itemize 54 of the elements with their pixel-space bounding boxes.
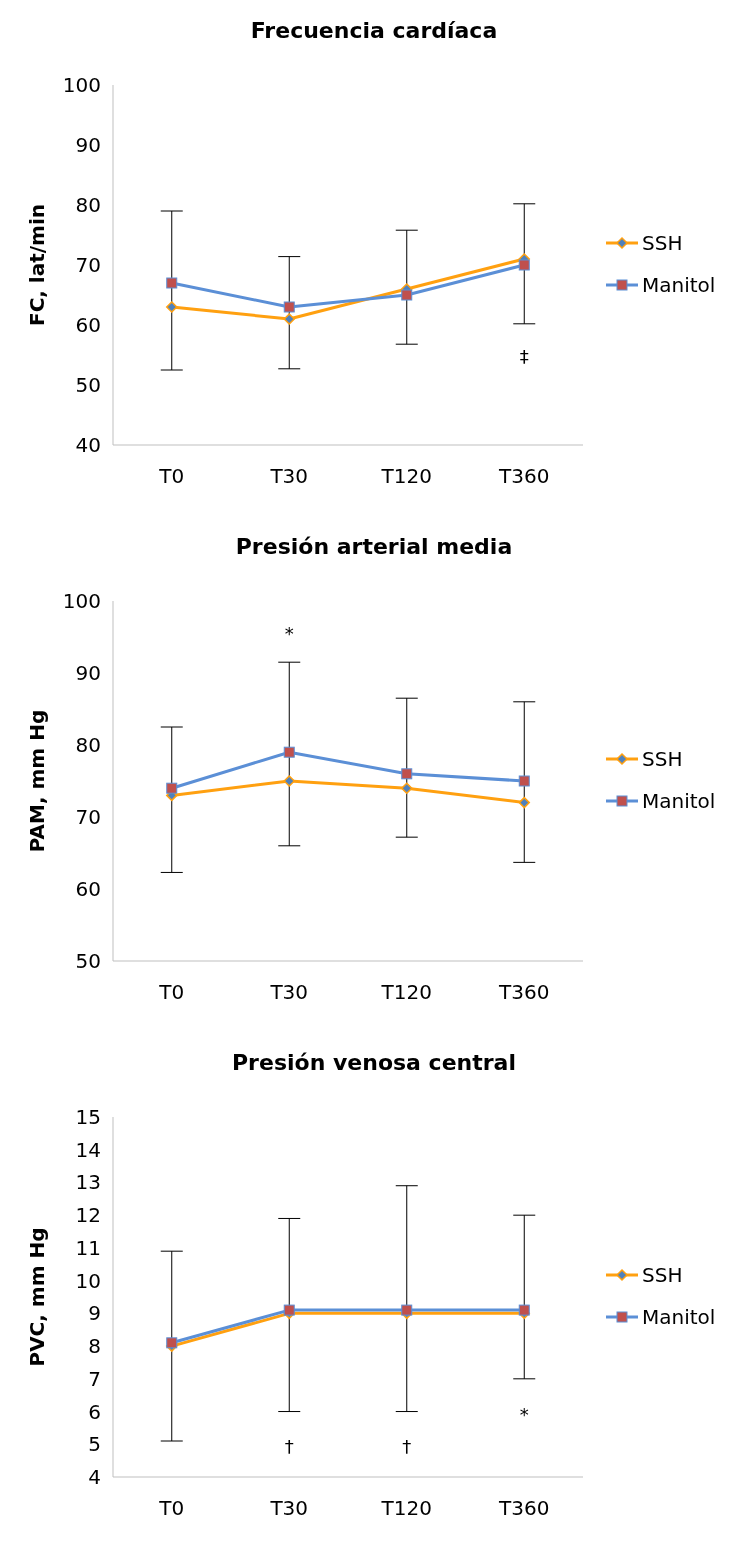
x-tick-label: T30 — [269, 464, 309, 488]
y-tick-label: 90 — [75, 661, 101, 685]
y-tick-label: 100 — [62, 73, 101, 97]
x-tick-label: T0 — [158, 980, 185, 1004]
x-tick-label: T120 — [380, 1496, 432, 1520]
x-tick-label: T30 — [269, 1496, 309, 1520]
y-axis-title: PVC, mm Hg — [25, 1227, 49, 1367]
annotation: * — [284, 623, 294, 645]
x-tick-label: T0 — [158, 464, 185, 488]
chart-title: Presión venosa central — [232, 1050, 516, 1075]
legend-label: Manitol — [642, 1305, 716, 1329]
x-tick-label: T0 — [158, 1496, 185, 1520]
y-tick-label: 80 — [75, 193, 101, 217]
legend-label: Manitol — [642, 789, 716, 813]
y-tick-label: 70 — [75, 253, 101, 277]
annotation: * — [519, 1404, 529, 1426]
annotation: † — [284, 1436, 294, 1458]
y-axis-title: FC, lat/min — [25, 203, 49, 327]
y-tick-label: 60 — [75, 313, 101, 337]
y-tick-label: 100 — [62, 589, 101, 613]
y-tick-label: 50 — [75, 949, 101, 973]
y-tick-label: 12 — [75, 1203, 101, 1228]
y-tick-label: 10 — [75, 1268, 101, 1293]
y-tick-label: 60 — [75, 877, 101, 901]
y-tick-label: 5 — [88, 1432, 101, 1457]
y-tick-label: 7 — [88, 1366, 101, 1391]
chart-title: Frecuencia cardíaca — [250, 18, 498, 43]
y-tick-label: 90 — [75, 133, 101, 157]
y-tick-label: 70 — [75, 805, 101, 829]
chart-title: Presión arterial media — [235, 534, 513, 559]
y-tick-label: 14 — [75, 1137, 101, 1162]
x-tick-label: T120 — [380, 464, 432, 488]
annotation: ‡ — [519, 346, 529, 368]
y-axis-title: PAM, mm Hg — [25, 709, 49, 853]
legend-label: SSH — [642, 1263, 683, 1287]
legend-label: SSH — [642, 231, 683, 255]
x-tick-label: T360 — [498, 464, 550, 488]
legend-label: SSH — [642, 747, 683, 771]
x-tick-label: T30 — [269, 980, 309, 1004]
x-tick-label: T360 — [498, 1496, 550, 1520]
y-tick-label: 40 — [75, 433, 101, 457]
y-tick-label: 4 — [88, 1465, 101, 1489]
y-tick-label: 13 — [75, 1170, 101, 1195]
y-tick-label: 6 — [88, 1399, 101, 1424]
x-tick-label: T120 — [380, 980, 432, 1004]
y-tick-label: 50 — [75, 373, 101, 397]
y-tick-label: 80 — [75, 733, 101, 757]
legend-label: Manitol — [642, 273, 716, 297]
annotation: † — [402, 1436, 412, 1458]
y-tick-label: 8 — [88, 1334, 101, 1359]
y-tick-label: 11 — [75, 1235, 101, 1260]
x-tick-label: T360 — [498, 980, 550, 1004]
y-tick-label: 15 — [75, 1105, 101, 1129]
y-tick-label: 9 — [88, 1301, 101, 1326]
